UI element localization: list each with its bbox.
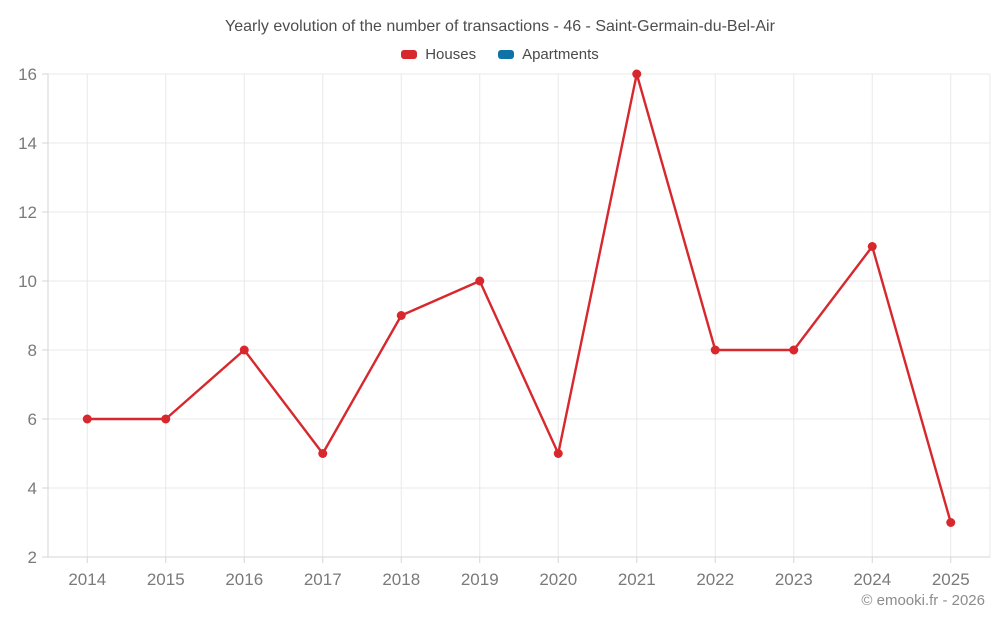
legend-item-apartments[interactable]: Apartments [498,46,599,63]
svg-text:2: 2 [28,548,37,567]
svg-text:12: 12 [18,203,37,222]
svg-text:8: 8 [28,341,37,360]
svg-text:10: 10 [18,272,37,291]
svg-text:6: 6 [28,410,37,429]
svg-text:4: 4 [28,479,37,498]
svg-text:2021: 2021 [618,570,656,589]
legend-item-houses[interactable]: Houses [401,46,476,63]
apartments-series-swatch-icon [498,50,515,59]
svg-text:2016: 2016 [225,570,263,589]
svg-text:2014: 2014 [68,570,106,589]
svg-text:2018: 2018 [382,570,420,589]
svg-text:2020: 2020 [539,570,577,589]
svg-text:2019: 2019 [461,570,499,589]
chart-title: Yearly evolution of the number of transa… [225,18,775,35]
legend-label-houses: Houses [425,46,477,63]
svg-text:2025: 2025 [932,570,970,589]
svg-text:2023: 2023 [775,570,813,589]
copyright-text: © emooki.fr - 2026 [861,592,985,609]
legend-label-apartments: Apartments [522,46,599,63]
svg-text:16: 16 [18,65,37,84]
svg-text:2024: 2024 [853,570,891,589]
svg-text:2022: 2022 [696,570,734,589]
chart-legend: Houses Apartments [0,46,1000,63]
svg-text:14: 14 [18,134,37,153]
svg-text:2015: 2015 [147,570,185,589]
svg-text:2017: 2017 [304,570,342,589]
houses-series-swatch-icon [401,50,418,59]
